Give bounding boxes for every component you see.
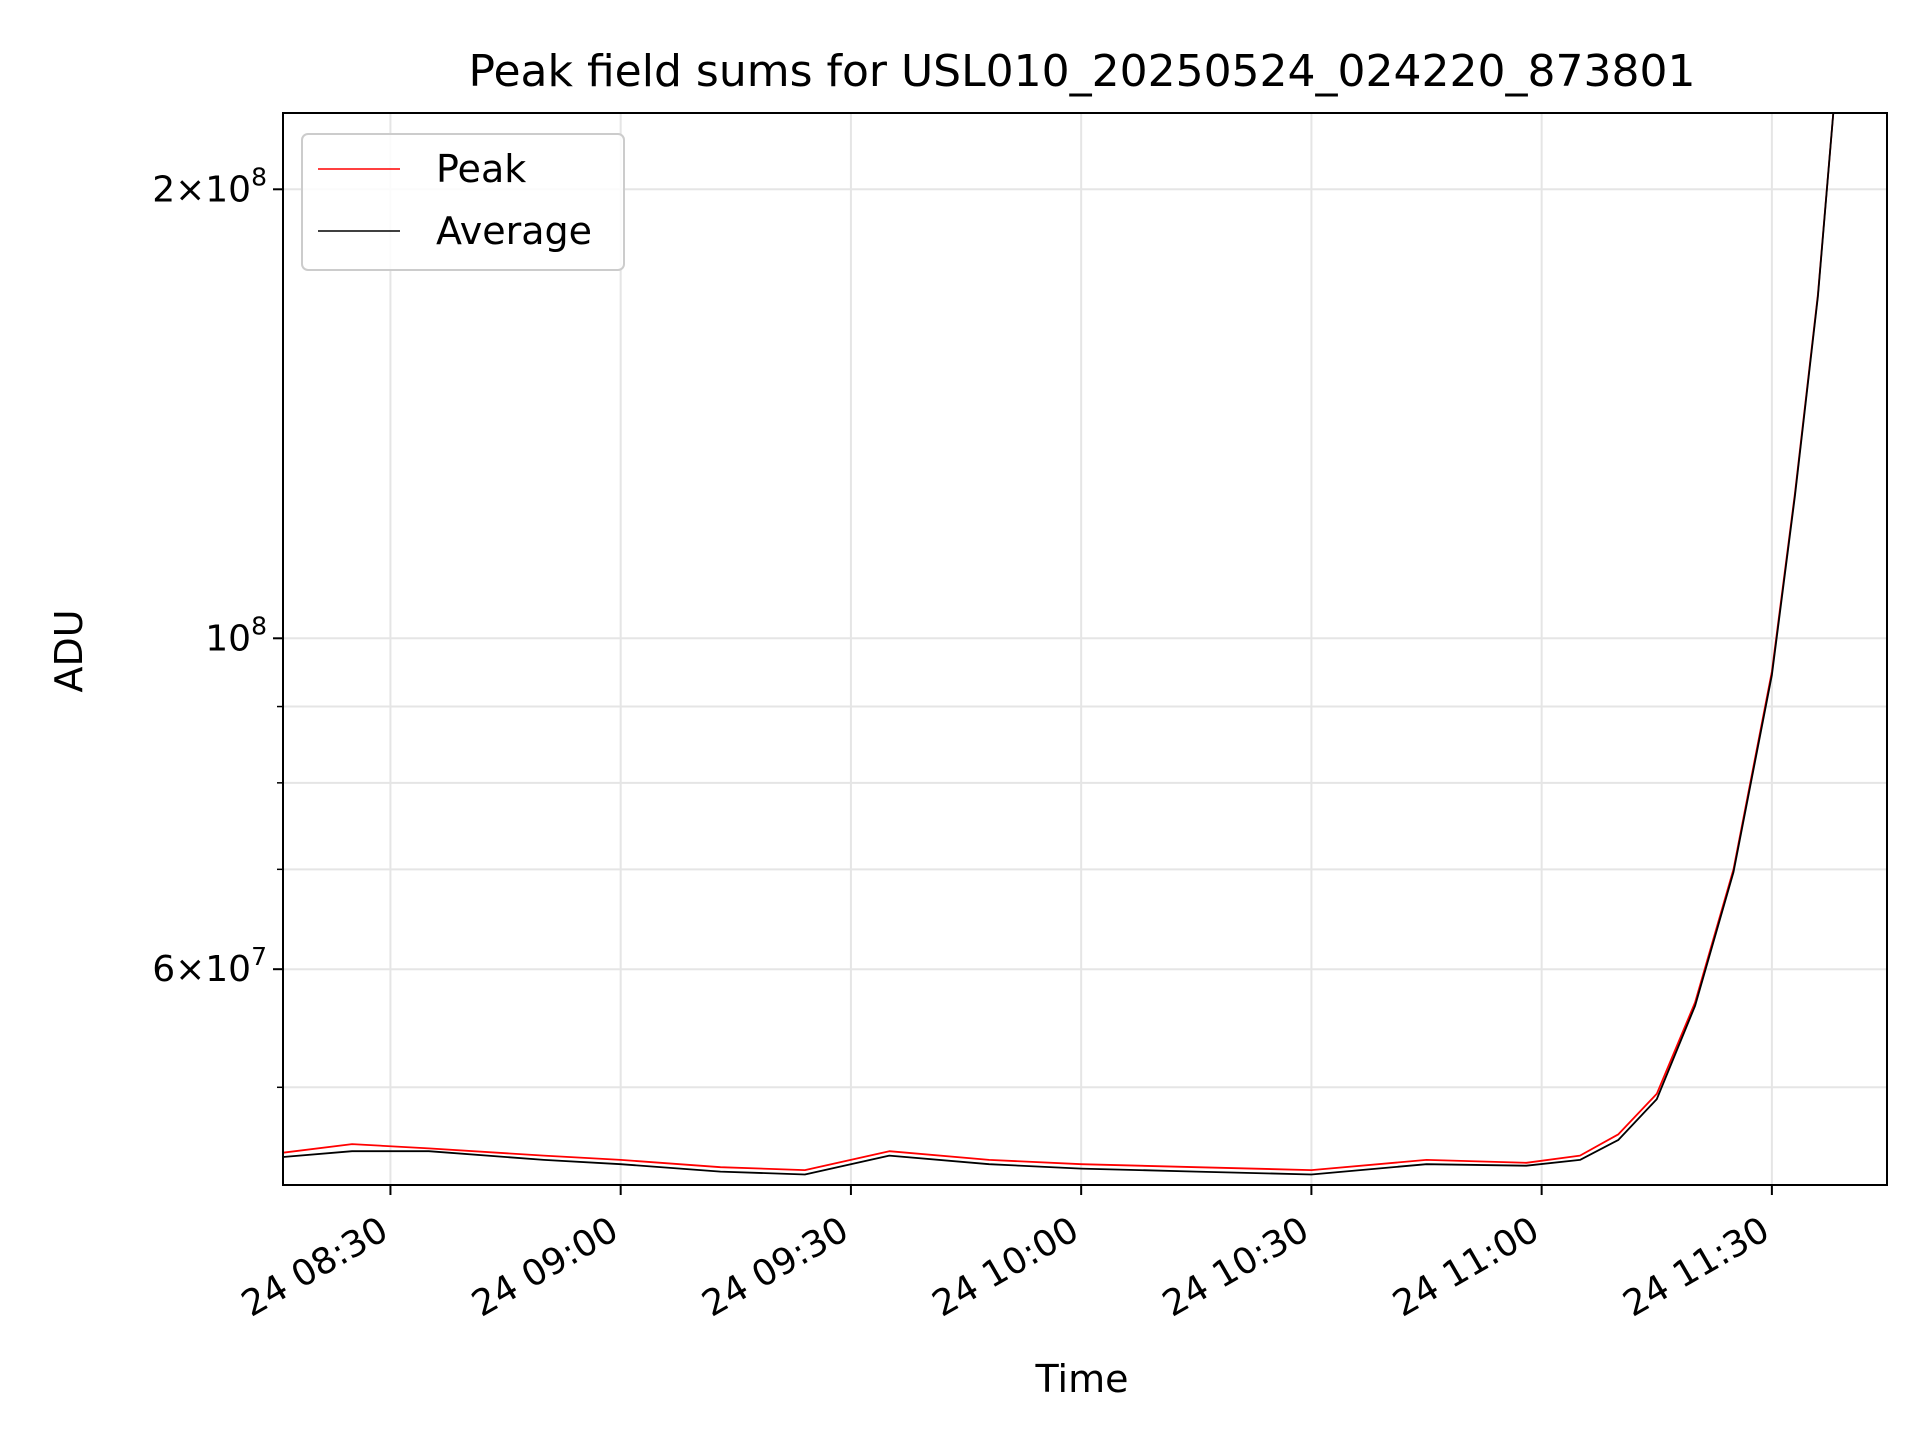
axes-frame (282, 112, 1888, 1186)
y-tick-label-base: 10 (205, 618, 251, 659)
legend-box (301, 133, 625, 271)
y-tick-label-base: 2×10 (152, 169, 251, 210)
chart-title: Peak field sums for USL010_20250524_0242… (469, 46, 1696, 97)
plot-lines (283, 113, 1835, 1176)
y-tick-label-base: 6×10 (152, 949, 251, 990)
y-tick-label-exponent: 8 (251, 162, 267, 191)
y-tick-label-exponent: 7 (251, 942, 267, 971)
series-line-average (283, 113, 1835, 1176)
legend-label-peak: Peak (436, 147, 526, 191)
x-axis-label: Time (1035, 1357, 1129, 1401)
y-axis-label: ADU (47, 609, 91, 692)
y-tick-label: 108 (205, 611, 267, 659)
grid (283, 113, 1887, 1185)
legend-label-average: Average (436, 209, 592, 253)
legend: Peak Average (301, 133, 625, 271)
y-tick-label: 6×107 (152, 942, 267, 990)
y-tick-label: 2×108 (152, 162, 267, 210)
y-tick-label-exponent: 8 (251, 611, 267, 640)
